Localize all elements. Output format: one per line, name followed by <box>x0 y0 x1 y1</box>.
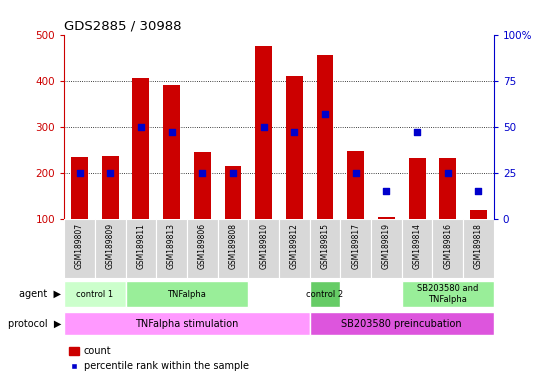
Text: GSM189815: GSM189815 <box>320 223 330 269</box>
Bar <box>126 281 248 307</box>
Bar <box>371 219 402 278</box>
Bar <box>378 217 395 219</box>
Bar <box>95 219 126 278</box>
Text: SB203580 preincubation: SB203580 preincubation <box>341 319 462 329</box>
Bar <box>279 219 310 278</box>
Text: control 2: control 2 <box>306 290 344 299</box>
Point <box>443 170 452 176</box>
Bar <box>408 157 426 219</box>
Text: GSM189813: GSM189813 <box>167 223 176 269</box>
Legend: count, percentile rank within the sample: count, percentile rank within the sample <box>69 346 249 371</box>
Bar <box>310 219 340 278</box>
Point <box>75 170 84 176</box>
Point <box>382 188 391 194</box>
Bar <box>224 166 242 219</box>
Text: GSM189810: GSM189810 <box>259 223 268 269</box>
Point <box>259 124 268 130</box>
Point <box>167 129 176 135</box>
Bar <box>432 219 463 278</box>
Text: GDS2885 / 30988: GDS2885 / 30988 <box>64 19 182 32</box>
Text: GSM189817: GSM189817 <box>351 223 360 269</box>
Text: GSM189819: GSM189819 <box>382 223 391 269</box>
Bar <box>218 219 248 278</box>
Text: control 1: control 1 <box>76 290 113 299</box>
Point <box>474 188 483 194</box>
Bar <box>156 219 187 278</box>
Bar <box>340 219 371 278</box>
Point <box>229 170 238 176</box>
Bar <box>64 312 310 335</box>
Bar <box>194 152 211 219</box>
Text: protocol  ▶: protocol ▶ <box>8 319 61 329</box>
Bar <box>248 219 279 278</box>
Point <box>136 124 145 130</box>
Bar <box>470 210 487 219</box>
Bar <box>126 219 156 278</box>
Text: SB203580 and
TNFalpha: SB203580 and TNFalpha <box>417 285 478 304</box>
Bar <box>402 219 432 278</box>
Bar <box>316 55 334 219</box>
Point <box>320 111 329 117</box>
Point <box>105 170 115 176</box>
Text: TNFalpha stimulation: TNFalpha stimulation <box>135 319 239 329</box>
Bar <box>286 76 303 219</box>
Text: TNFalpha: TNFalpha <box>167 290 206 299</box>
Bar <box>187 219 218 278</box>
Text: GSM189818: GSM189818 <box>474 223 483 269</box>
Bar <box>64 219 95 278</box>
Text: GSM189812: GSM189812 <box>290 223 299 269</box>
Bar <box>310 312 494 335</box>
Bar <box>347 151 364 219</box>
Bar <box>132 78 150 219</box>
Point <box>290 129 299 135</box>
Bar <box>255 46 272 219</box>
Point <box>198 170 206 176</box>
Bar <box>402 281 494 307</box>
Bar <box>439 157 456 219</box>
Bar <box>463 219 494 278</box>
Text: GSM189814: GSM189814 <box>412 223 422 269</box>
Text: agent  ▶: agent ▶ <box>20 289 61 299</box>
Bar <box>310 281 340 307</box>
Text: GSM189806: GSM189806 <box>198 223 207 269</box>
Bar <box>64 281 126 307</box>
Text: GSM189816: GSM189816 <box>443 223 453 269</box>
Text: GSM189811: GSM189811 <box>136 223 146 269</box>
Bar <box>102 156 119 219</box>
Text: GSM189809: GSM189809 <box>105 223 115 269</box>
Bar <box>163 85 180 219</box>
Bar <box>71 157 88 219</box>
Text: GSM189808: GSM189808 <box>228 223 238 269</box>
Text: GSM189807: GSM189807 <box>75 223 84 269</box>
Point <box>412 129 421 135</box>
Point <box>351 170 360 176</box>
